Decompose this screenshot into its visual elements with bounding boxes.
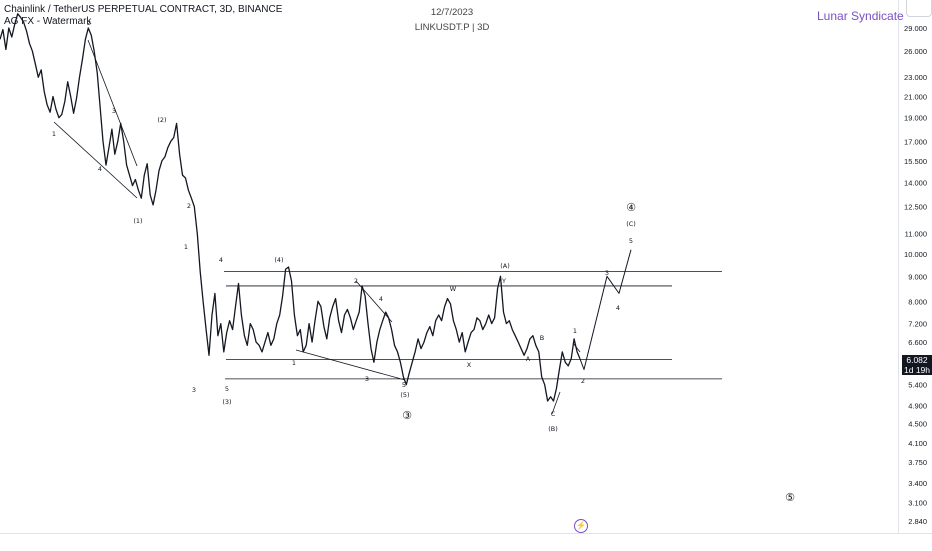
wave-label: (5) xyxy=(400,391,409,399)
wave-label: 2 xyxy=(87,19,91,27)
trend-line xyxy=(53,121,138,199)
chart-symbol: LINKUSDT.P | 3D xyxy=(414,22,490,33)
wave-label: ④ xyxy=(626,201,636,214)
y-tick-label: 19.000 xyxy=(904,114,927,123)
y-tick-label: 3.750 xyxy=(908,458,927,467)
y-tick-label: 12.500 xyxy=(904,203,927,212)
wave-label: B xyxy=(540,334,544,342)
brand-watermark: Lunar Syndicate xyxy=(817,9,904,23)
wave-label: 3 xyxy=(192,386,196,394)
y-tick-label: 5.400 xyxy=(908,381,927,390)
wave-label: 1 xyxy=(573,327,577,335)
price-axis[interactable] xyxy=(898,0,932,533)
wave-label: 3 xyxy=(605,269,609,277)
wave-label: (B) xyxy=(548,425,558,433)
y-tick-label: 6.600 xyxy=(908,338,927,347)
y-tick-label: 11.000 xyxy=(905,230,927,239)
y-tick-label: 2.840 xyxy=(908,517,927,526)
wave-label: (2) xyxy=(157,116,166,124)
y-tick-label: 4.100 xyxy=(908,439,927,448)
y-tick-label: 21.000 xyxy=(904,92,927,101)
bar-timer: 1d 19h xyxy=(904,365,930,375)
y-tick-label: 3.400 xyxy=(908,479,927,488)
wave-label: 5 xyxy=(629,237,633,245)
wave-label: ⑤ xyxy=(785,491,795,504)
wave-label: W xyxy=(450,285,457,293)
wave-label: 2 xyxy=(354,277,358,285)
wave-label: 3 xyxy=(112,107,116,115)
last-price-value: 6.082 xyxy=(906,355,928,365)
y-tick-label: 10.000 xyxy=(904,250,927,259)
wave-label: A xyxy=(526,355,531,363)
last-price-label: 6.082 1d 19h xyxy=(902,355,932,375)
y-tick-label: 26.000 xyxy=(904,47,927,56)
wave-label: 4 xyxy=(616,304,620,312)
y-tick-label: 23.000 xyxy=(904,73,927,82)
wave-label: 1 xyxy=(184,243,188,251)
trend-line xyxy=(295,349,406,381)
wave-label: (4) xyxy=(274,256,283,264)
y-tick-label: 4.500 xyxy=(908,419,927,428)
wave-label: 2 xyxy=(187,202,191,210)
chart-subtitle: AG FX - Watermark xyxy=(4,16,92,27)
y-tick-label: 14.000 xyxy=(904,179,927,188)
wave-label: 4 xyxy=(98,165,102,173)
wave-label: (C) xyxy=(626,220,636,228)
wave-label: (1) xyxy=(133,217,142,225)
y-tick-label: 4.900 xyxy=(908,401,927,410)
projection-line xyxy=(579,249,632,370)
y-tick-label: 3.100 xyxy=(908,498,927,507)
chart-title: Chainlink / TetherUS PERPETUAL CONTRACT,… xyxy=(4,4,283,15)
y-tick-label: 9.000 xyxy=(908,272,927,281)
wave-label: (A) xyxy=(500,262,510,270)
wave-label: 1 xyxy=(292,359,296,367)
y-tick-label: 17.000 xyxy=(904,137,927,146)
price-line xyxy=(0,13,581,402)
tradingview-logo-icon[interactable]: ⚡ xyxy=(574,519,588,533)
y-tick-label: 15.500 xyxy=(904,157,927,166)
wave-label: 1 xyxy=(52,130,56,138)
wave-label: 4 xyxy=(219,256,223,264)
wave-label: X xyxy=(467,361,472,369)
wave-label: 4 xyxy=(379,295,383,303)
wave-label: ③ xyxy=(402,409,412,422)
trend-line xyxy=(551,391,561,415)
y-tick-label: 7.200 xyxy=(908,320,927,329)
wave-label: (3) xyxy=(222,398,231,406)
wave-label: 3 xyxy=(365,375,369,383)
wave-label: 5 xyxy=(402,381,406,389)
wave-label: Y xyxy=(501,277,506,285)
y-tick-label: 29.000 xyxy=(904,24,927,33)
collapse-toggle-icon[interactable] xyxy=(906,0,932,17)
wave-label: 5 xyxy=(225,385,229,393)
wave-label: C xyxy=(551,410,556,418)
y-tick-label: 8.000 xyxy=(908,297,927,306)
wave-label: 2 xyxy=(581,377,585,385)
time-axis[interactable] xyxy=(0,533,932,551)
chart-date: 12/7/2023 xyxy=(430,7,474,18)
